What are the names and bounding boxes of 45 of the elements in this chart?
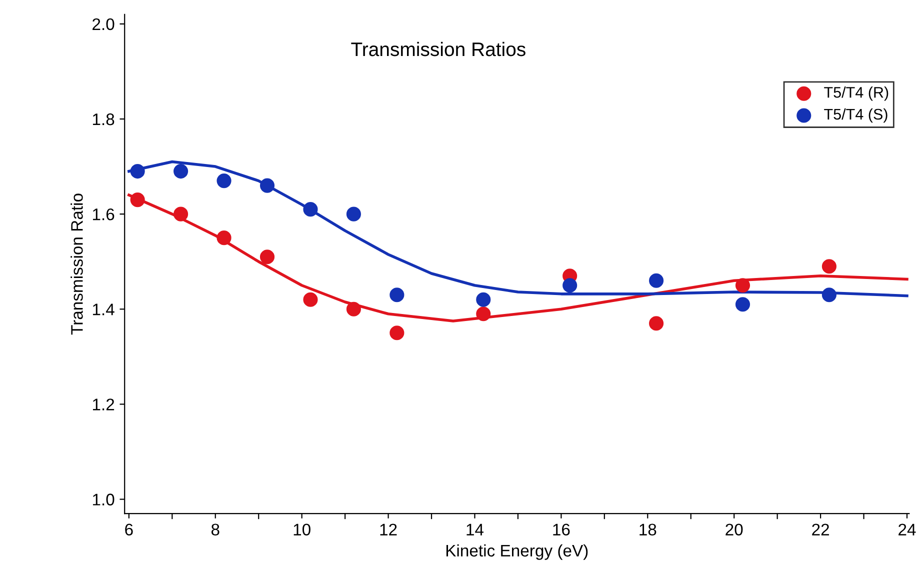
x-tick-label: 6 bbox=[125, 524, 133, 536]
point bbox=[476, 292, 491, 307]
point bbox=[174, 206, 188, 222]
y-tick-label: 1.8 bbox=[92, 113, 114, 126]
point bbox=[260, 250, 275, 264]
y-tick-label: 2.0 bbox=[92, 18, 114, 30]
y-tick-label: 1.2 bbox=[92, 398, 114, 410]
point bbox=[346, 302, 361, 316]
point bbox=[649, 316, 664, 331]
legend-label: T5/T4 (S) bbox=[824, 108, 888, 123]
point bbox=[303, 292, 318, 307]
point bbox=[216, 230, 232, 246]
x-tick-label: 18 bbox=[640, 524, 656, 536]
x-tick-label: 10 bbox=[294, 524, 310, 536]
point bbox=[822, 259, 836, 274]
x-tick-label: 16 bbox=[553, 524, 570, 536]
y-tick-label: 1.0 bbox=[92, 494, 114, 506]
point bbox=[130, 164, 145, 179]
point bbox=[476, 306, 491, 322]
point bbox=[735, 278, 750, 293]
x-axis-title: Kinetic Energy (eV) bbox=[446, 544, 588, 560]
x-tick-label: 22 bbox=[812, 524, 829, 536]
text: Transmission Ratios bbox=[351, 42, 526, 56]
point bbox=[216, 174, 232, 188]
point bbox=[390, 326, 404, 340]
point bbox=[303, 202, 318, 217]
point bbox=[130, 192, 145, 208]
x-tick-label: 14 bbox=[466, 524, 484, 536]
x-tick-label: 12 bbox=[380, 524, 397, 536]
point bbox=[735, 297, 750, 312]
x-tick-label: 24 bbox=[898, 524, 916, 536]
x-tick-label: 20 bbox=[726, 524, 743, 536]
point bbox=[649, 273, 664, 288]
point bbox=[390, 288, 404, 302]
point bbox=[822, 288, 836, 302]
y-tick-label: 1.4 bbox=[92, 304, 114, 316]
y-tick-label: 1.6 bbox=[92, 208, 114, 220]
point bbox=[174, 164, 188, 179]
point bbox=[346, 206, 361, 222]
point bbox=[562, 278, 578, 293]
y-axis-title: Transmission Ratio bbox=[70, 194, 83, 335]
point bbox=[260, 178, 275, 193]
legend-label: T5/T4 (R) bbox=[824, 86, 888, 101]
line-series bbox=[128, 194, 908, 322]
x-tick-label: 8 bbox=[211, 524, 220, 536]
